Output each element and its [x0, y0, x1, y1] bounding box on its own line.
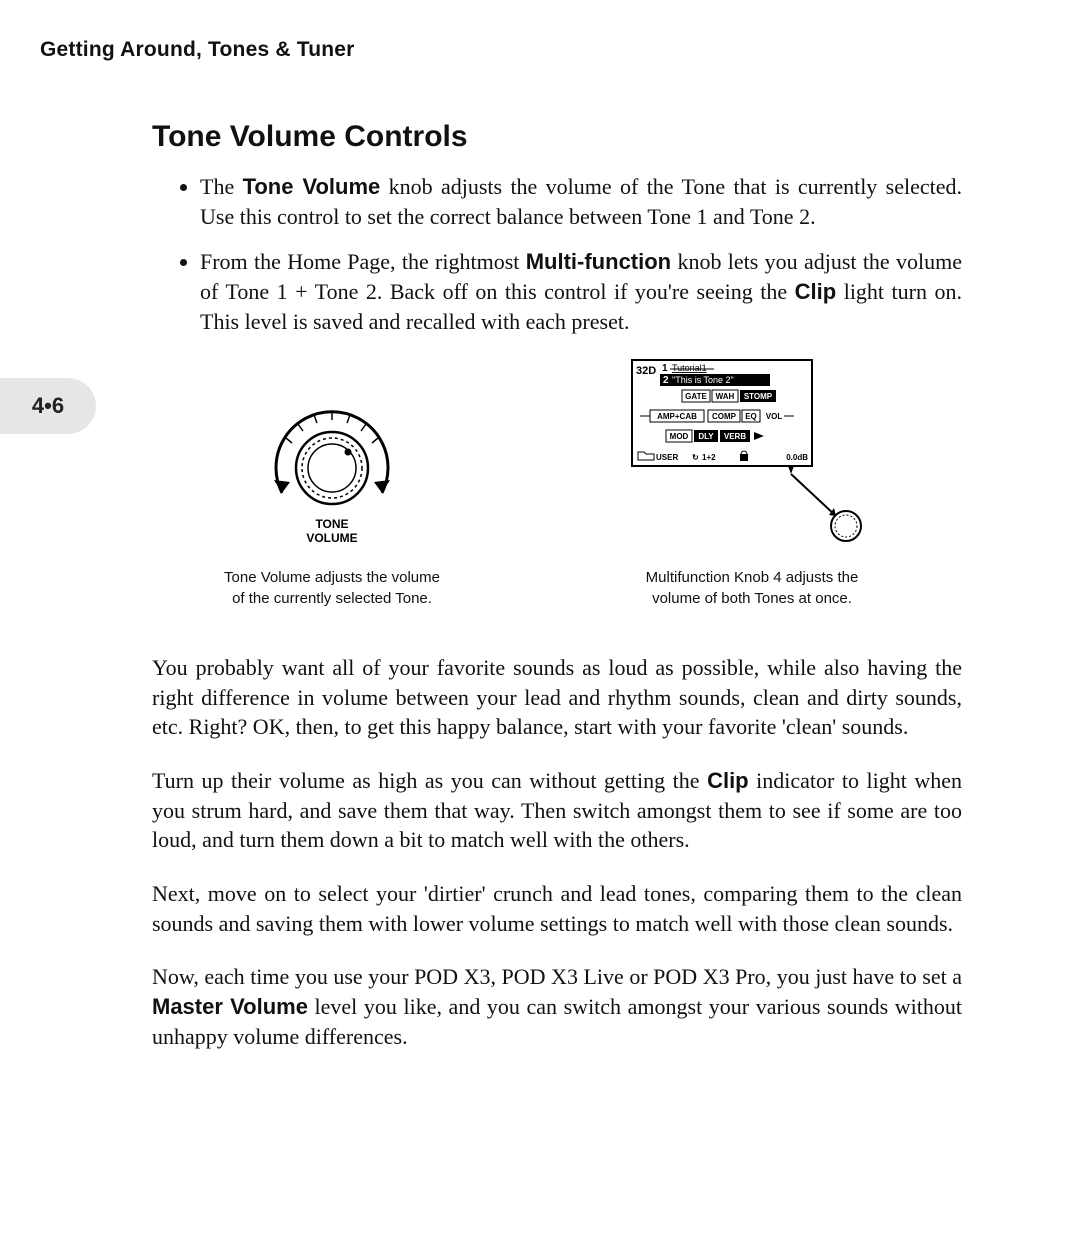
svg-text:↻: ↻ [692, 453, 699, 462]
bold-text: Master Volume [152, 994, 308, 1019]
svg-text:MOD: MOD [670, 432, 689, 441]
text: From the Home Page, the rightmost [200, 249, 526, 274]
bullet-list: The Tone Volume knob adjusts the volume … [152, 172, 962, 336]
text: Now, each time you use your POD X3, POD … [152, 964, 962, 989]
caption-line: Tone Volume adjusts the volume [224, 569, 440, 586]
caption-line: volume of both Tones at once. [652, 590, 852, 607]
figure-caption: Tone Volume adjusts the volume of the cu… [224, 568, 440, 609]
svg-text:1+2: 1+2 [702, 453, 716, 462]
screen-icon: 32D 1 Tutorial1 2 "This is Tone 2" GATE … [622, 358, 882, 558]
figure-row: TONE VOLUME Tone Volume adjusts the volu… [152, 358, 962, 609]
list-item: From the Home Page, the rightmost Multi-… [200, 247, 962, 336]
bold-text: Multi-function [526, 249, 671, 274]
svg-text:WAH: WAH [716, 392, 735, 401]
svg-text:COMP: COMP [712, 412, 737, 421]
svg-text:VERB: VERB [724, 432, 746, 441]
content: Tone Volume Controls The Tone Volume kno… [152, 120, 962, 1052]
svg-text:EQ: EQ [745, 412, 757, 421]
svg-text:GATE: GATE [685, 392, 707, 401]
bold-text: Tone Volume [243, 174, 381, 199]
bold-text: Clip [707, 768, 749, 793]
svg-text:DLY: DLY [698, 432, 714, 441]
knob-icon: TONE VOLUME [242, 398, 422, 558]
figure-screen-knob: 32D 1 Tutorial1 2 "This is Tone 2" GATE … [542, 358, 962, 609]
svg-text:1: 1 [662, 363, 668, 374]
page-number-tab: 4•6 [0, 378, 96, 434]
body-paragraph: Now, each time you use your POD X3, POD … [152, 962, 962, 1051]
body-paragraph: You probably want all of your favorite s… [152, 653, 962, 742]
section-title: Tone Volume Controls [152, 120, 962, 154]
svg-text:"This is Tone 2": "This is Tone 2" [672, 375, 734, 385]
body-paragraph: Next, move on to select your 'dirtier' c… [152, 879, 962, 938]
svg-text:VOLUME: VOLUME [306, 531, 357, 545]
body-paragraph: Turn up their volume as high as you can … [152, 766, 962, 855]
figure-caption: Multifunction Knob 4 adjusts the volume … [646, 568, 859, 609]
svg-text:TONE: TONE [315, 517, 348, 531]
svg-text:Tutorial1: Tutorial1 [672, 363, 707, 373]
caption-line: of the currently selected Tone. [232, 590, 432, 607]
svg-text:USER: USER [656, 453, 678, 462]
bold-text: Clip [795, 279, 837, 304]
svg-text:VOL: VOL [766, 412, 783, 421]
svg-text:STOMP: STOMP [744, 392, 773, 401]
svg-text:2: 2 [663, 375, 669, 386]
page: Getting Around, Tones & Tuner 4•6 Tone V… [0, 0, 1080, 1234]
text: Turn up their volume as high as you can … [152, 768, 707, 793]
figure-tone-volume-knob: TONE VOLUME Tone Volume adjusts the volu… [152, 398, 512, 609]
caption-line: Multifunction Knob 4 adjusts the [646, 569, 859, 586]
text: The [200, 174, 243, 199]
svg-text:AMP+CAB: AMP+CAB [657, 412, 697, 421]
svg-text:32D: 32D [636, 365, 656, 377]
svg-text:0.0dB: 0.0dB [786, 453, 808, 462]
chapter-header: Getting Around, Tones & Tuner [40, 38, 960, 62]
list-item: The Tone Volume knob adjusts the volume … [200, 172, 962, 231]
